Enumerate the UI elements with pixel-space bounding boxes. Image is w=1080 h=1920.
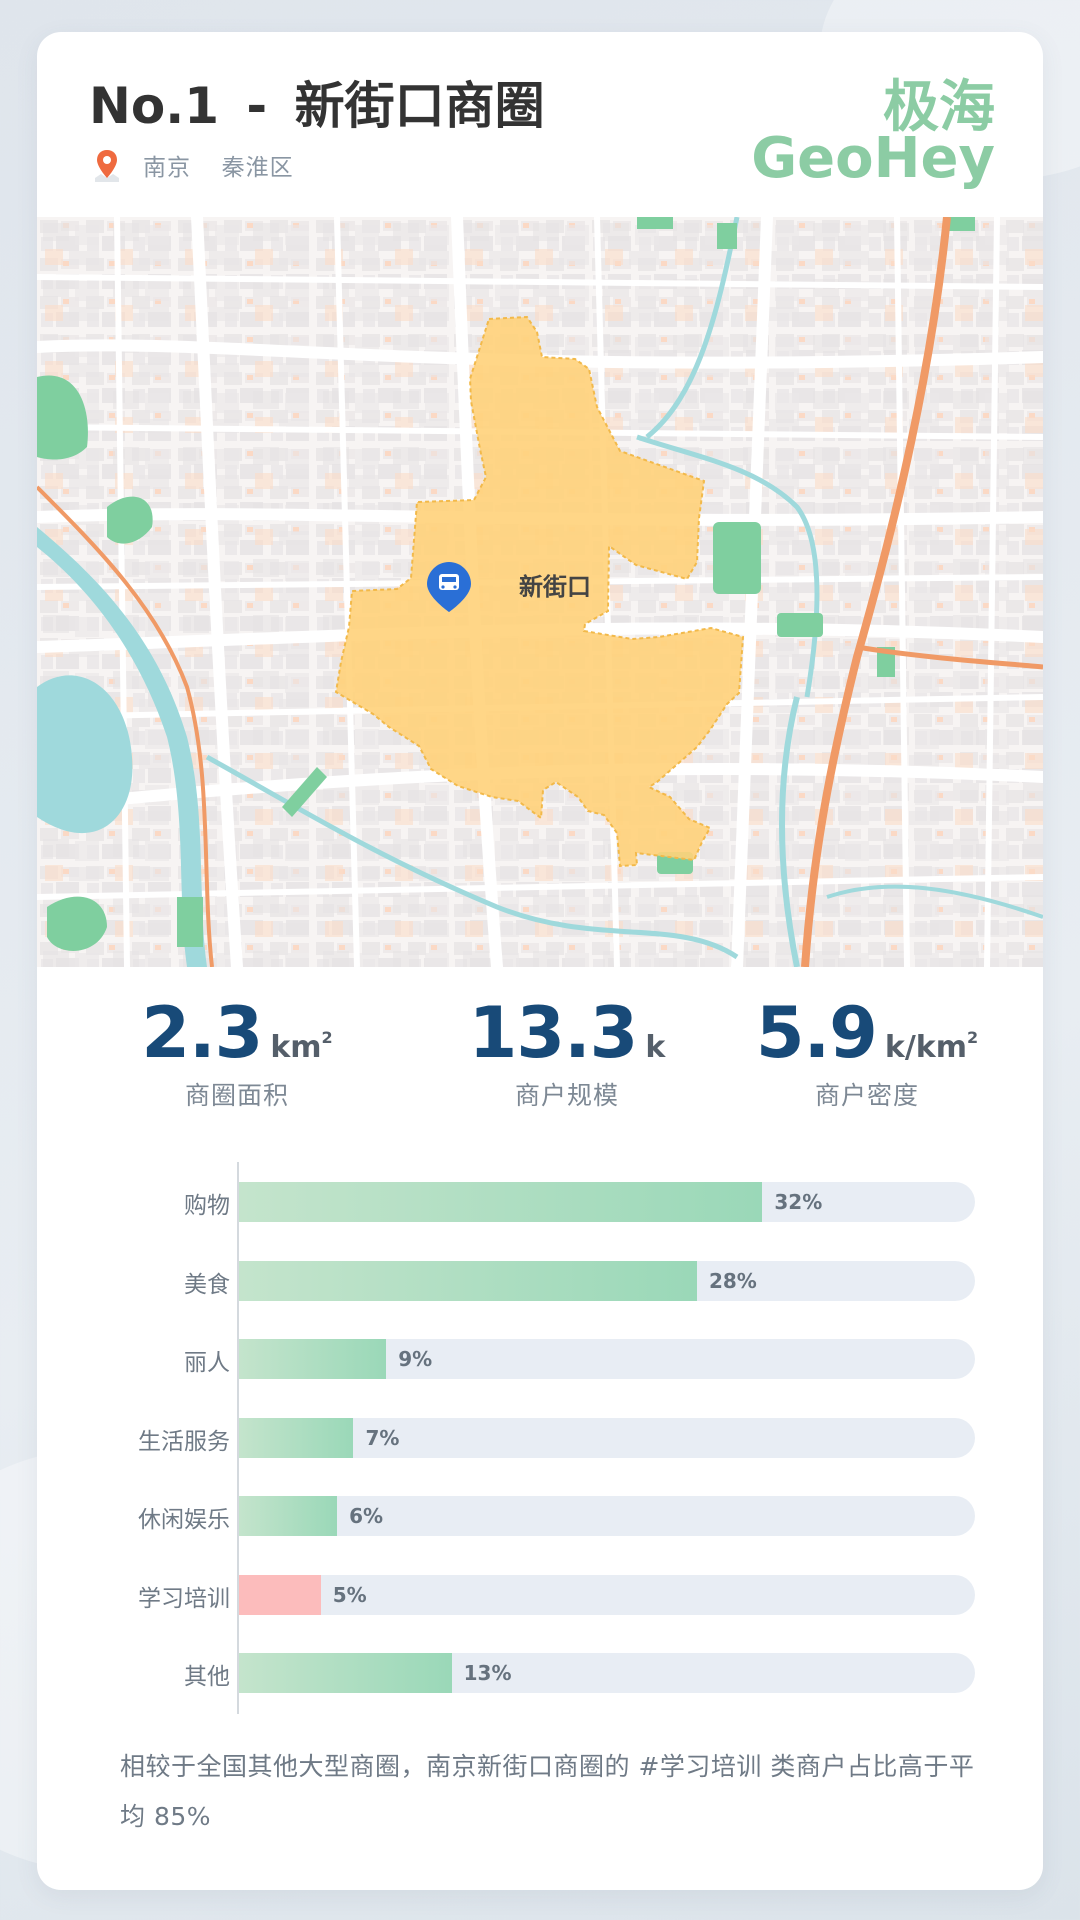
stat-merchants-unit: k bbox=[645, 1030, 665, 1065]
card-header: No.1 - 新街口商圈 南京 秦淮区 极海 GeoHey bbox=[37, 32, 1043, 217]
page-title: No.1 - 新街口商圈 bbox=[89, 66, 545, 138]
stat-merchants-value-line: 13.3 k bbox=[417, 992, 717, 1074]
stat-merchants-unit-text: k bbox=[645, 1030, 666, 1065]
stat-merchants-label: 商户规模 bbox=[514, 1081, 619, 1110]
station-label: 新街口 bbox=[519, 573, 591, 601]
district-card: No.1 - 新街口商圈 南京 秦淮区 极海 GeoHey bbox=[37, 32, 1043, 1890]
bar-category-label: 生活服务 bbox=[138, 1428, 230, 1455]
map-canvas bbox=[37, 217, 1043, 967]
bar-track: 7% bbox=[239, 1417, 975, 1458]
bar-row: 美食 28% bbox=[37, 1260, 1043, 1301]
bar-fill bbox=[239, 1339, 387, 1379]
bar-value-label: 13% bbox=[463, 1661, 512, 1685]
stat-area-unit: km2 bbox=[270, 1028, 333, 1065]
bar-track: 13% bbox=[239, 1653, 975, 1693]
bar-value-label: 7% bbox=[365, 1425, 400, 1450]
stat-density: 5.9 k/km2 商户密度 bbox=[717, 992, 1017, 1112]
stat-area: 2.3 km2 商圈面积 bbox=[87, 992, 387, 1112]
bar-row: 休闲娱乐 6% bbox=[37, 1496, 1043, 1536]
bar-fill bbox=[239, 1417, 354, 1458]
rank-label: No.1 bbox=[89, 77, 219, 135]
area-name: 秦淮区 bbox=[221, 155, 294, 181]
bar-category-label: 丽人 bbox=[184, 1350, 230, 1376]
district-name: 新街口商圈 bbox=[294, 77, 545, 135]
bar-category-label: 其他 bbox=[184, 1664, 230, 1690]
stat-density-value: 5.9 bbox=[755, 992, 878, 1074]
map-pin-icon bbox=[95, 150, 119, 182]
bar-row: 学习培训 5% bbox=[37, 1574, 1043, 1615]
stat-density-label: 商户密度 bbox=[814, 1081, 919, 1110]
stat-area-label: 商圈面积 bbox=[184, 1081, 289, 1110]
bar-row: 购物 32% bbox=[37, 1182, 1043, 1222]
bar-track: 28% bbox=[239, 1260, 975, 1301]
bar-row: 生活服务 7% bbox=[37, 1417, 1043, 1458]
district-map: 新街口 bbox=[37, 217, 1043, 967]
footnote-text: 相较于全国其他大型商圈，南京新街口商圈的 #学习培训 类商户占比高于平均 85% bbox=[120, 1752, 975, 1831]
stat-merchants: 13.3 k 商户规模 bbox=[417, 992, 717, 1112]
bar-category-label: 购物 bbox=[184, 1193, 230, 1219]
bar-row: 其他 13% bbox=[37, 1653, 1043, 1693]
bar-track: 6% bbox=[239, 1496, 975, 1536]
bar-value-label: 5% bbox=[332, 1582, 367, 1607]
stat-area-value: 2.3 bbox=[141, 992, 263, 1074]
bar-row: 丽人 9% bbox=[37, 1339, 1043, 1379]
bar-track: 5% bbox=[239, 1574, 975, 1615]
stat-area-unit-text: km bbox=[270, 1030, 322, 1065]
bar-fill bbox=[239, 1260, 697, 1301]
bar-category-label: 休闲娱乐 bbox=[138, 1507, 230, 1533]
stat-density-unit: k/km2 bbox=[884, 1028, 979, 1065]
brand-logo-en: GeoHey bbox=[751, 126, 995, 191]
chart-axis-line bbox=[237, 1162, 239, 1714]
bar-fill bbox=[239, 1574, 321, 1615]
city-name: 南京 bbox=[143, 155, 191, 181]
stat-density-unit-sup: 2 bbox=[967, 1028, 979, 1047]
bar-category-label: 学习培训 bbox=[138, 1585, 230, 1612]
stats-row: 2.3 km2 商圈面积 13.3 k 商户规模 5.9 k/km2 商户密度 bbox=[37, 992, 1043, 1152]
title-separator: - bbox=[246, 77, 268, 135]
bus-pin-icon[interactable] bbox=[427, 562, 471, 612]
bar-category-label: 美食 bbox=[184, 1271, 230, 1298]
bar-value-label: 9% bbox=[398, 1347, 433, 1371]
stat-merchants-value: 13.3 bbox=[468, 992, 639, 1074]
brand-logo-cn: 极海 bbox=[883, 74, 995, 140]
bar-value-label: 28% bbox=[708, 1268, 757, 1293]
bar-fill bbox=[239, 1182, 763, 1222]
bar-value-label: 6% bbox=[349, 1504, 384, 1528]
bar-fill bbox=[239, 1653, 452, 1693]
bar-value-label: 32% bbox=[774, 1190, 823, 1214]
stat-area-unit-sup: 2 bbox=[321, 1028, 333, 1047]
bar-track: 9% bbox=[239, 1339, 975, 1379]
stat-density-value-line: 5.9 k/km2 bbox=[717, 992, 1017, 1074]
bar-fill bbox=[239, 1496, 338, 1536]
category-bar-chart: 购物 32% 美食 28% 丽人 9% 生活服务 7% 休闲娱乐 6% 学习培训 5% 其他 13% bbox=[37, 1162, 1043, 1742]
stat-area-value-line: 2.3 km2 bbox=[87, 992, 387, 1074]
location-text: 南京 秦淮区 bbox=[143, 148, 294, 182]
bar-track: 32% bbox=[239, 1182, 975, 1222]
stat-density-unit-text: k/km bbox=[884, 1030, 967, 1065]
